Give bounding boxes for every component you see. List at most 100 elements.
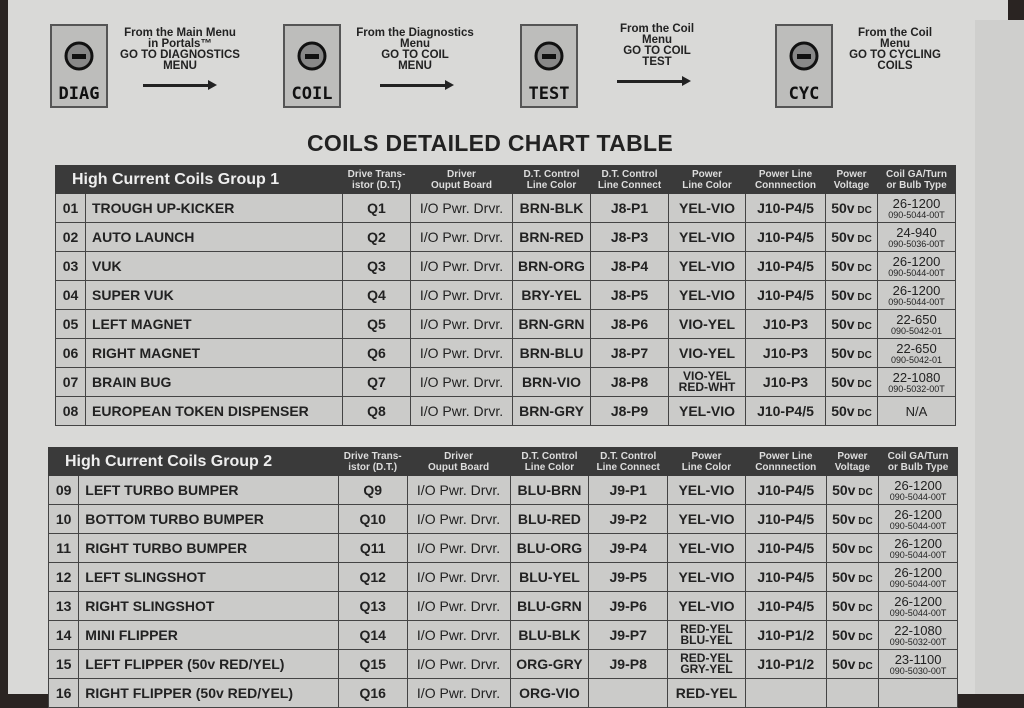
power-line-connection: J10-P4/5	[745, 193, 826, 223]
dt-control-color: ORG-VIO	[509, 678, 590, 708]
column-header: Power Line Connnection	[744, 447, 827, 476]
dt-control-connect: J8-P9	[590, 396, 669, 426]
power-voltage: 50v DC	[825, 280, 878, 310]
coil-name: LEFT MAGNET	[85, 309, 343, 339]
driver-board: I/O Pwr. Drvr.	[406, 678, 511, 708]
dt-control-color: BRN-GRN	[512, 309, 591, 339]
table-row: 07 BRAIN BUG Q7 I/O Pwr. Drvr. BRN-VIO J8-P8 V…	[55, 367, 956, 397]
power-line-connection: J10-P1/2	[744, 620, 827, 650]
coil-number: 09	[47, 475, 80, 505]
power-line-connection: J10-P4/5	[745, 251, 826, 281]
coil-number: 12	[47, 562, 80, 592]
column-header: Power Voltage	[825, 447, 880, 476]
dt-control-color: BLU-RED	[509, 504, 590, 534]
column-header: Power Line Color	[668, 165, 746, 194]
power-line-color: RED-YEL BLU-YEL	[667, 620, 746, 650]
coil-name: RIGHT SLINGSHOT	[78, 591, 339, 621]
column-header: Coil GA/Turn or Bulb Type	[877, 165, 956, 194]
coil-type: 26-1200 090-5044-00T	[877, 280, 956, 310]
power-line-connection: J10-P4/5	[744, 533, 827, 563]
dt-control-connect: J8-P1	[590, 193, 669, 223]
power-voltage: 50v DC	[825, 649, 880, 679]
table-header: High Current Coils Group 1 Drive Trans-is…	[55, 165, 956, 194]
table-row: 10 BOTTOM TURBO BUMPER Q10 I/O Pwr. Drvr. BL…	[47, 504, 958, 534]
coil-icon: COIL	[283, 24, 341, 108]
table-row: 13 RIGHT SLINGSHOT Q13 I/O Pwr. Drvr. BLU-GR…	[47, 591, 958, 621]
power-line-connection	[744, 678, 827, 708]
column-header: D.T. Control Line Connect	[590, 165, 669, 194]
column-header: D.T. Control Line Connect	[588, 447, 669, 476]
power-line-color: YEL-VIO	[667, 591, 746, 621]
power-line-connection: J10-P4/5	[744, 475, 827, 505]
group-title: High Current Coils Group 1	[55, 165, 343, 194]
column-header: Drive Trans-istor (D.T.)	[342, 165, 411, 194]
step-instruction: From the Coil Menu GO TO COIL TEST	[619, 23, 695, 68]
dt-control-connect: J9-P6	[588, 591, 669, 621]
step-icon-label: COIL	[291, 84, 333, 104]
dt-control-connect: J8-P5	[590, 280, 669, 310]
drive-transistor: Q2	[342, 222, 411, 252]
step-icon-label: TEST	[528, 84, 570, 104]
table-row: 06 RIGHT MAGNET Q6 I/O Pwr. Drvr. BRN-BLU J8-…	[55, 338, 956, 368]
coil-name: LEFT SLINGSHOT	[78, 562, 339, 592]
coil-name: BRAIN BUG	[85, 367, 343, 397]
drive-transistor: Q13	[337, 591, 408, 621]
driver-board: I/O Pwr. Drvr.	[410, 222, 513, 252]
coils-table-group-2: High Current Coils Group 2 Drive Trans-is…	[47, 447, 958, 708]
coil-type: 26-1200 090-5044-00T	[878, 533, 958, 563]
drive-transistor: Q5	[342, 309, 411, 339]
coil-name: EUROPEAN TOKEN DISPENSER	[85, 396, 343, 426]
coil-name: VUK	[85, 251, 343, 281]
driver-board: I/O Pwr. Drvr.	[406, 533, 511, 563]
driver-board: I/O Pwr. Drvr.	[406, 591, 511, 621]
coil-name: RIGHT FLIPPER (50v RED/YEL)	[78, 678, 339, 708]
drive-transistor: Q14	[337, 620, 408, 650]
page-title: COILS DETAILED CHART TABLE	[307, 130, 673, 156]
dt-control-color: BLU-GRN	[509, 591, 590, 621]
power-voltage: 50v DC	[825, 222, 878, 252]
coils-table-group-1: High Current Coils Group 1 Drive Trans-is…	[55, 165, 956, 426]
coil-type: 23-1100 090-5030-00T	[878, 649, 958, 679]
coil-number: 01	[55, 193, 86, 223]
column-header: Power Line Color	[667, 447, 746, 476]
power-line-color: YEL-VIO	[667, 533, 746, 563]
drive-transistor: Q12	[337, 562, 408, 592]
table-row: 08 EUROPEAN TOKEN DISPENSER Q8 I/O Pwr. Drv…	[55, 396, 956, 426]
coil-number: 03	[55, 251, 86, 281]
power-line-connection: J10-P3	[745, 309, 826, 339]
dt-control-connect: J8-P3	[590, 222, 669, 252]
driver-board: I/O Pwr. Drvr.	[410, 396, 513, 426]
coil-type: 26-1200 090-5044-00T	[877, 193, 956, 223]
driver-board: I/O Pwr. Drvr.	[406, 475, 511, 505]
coil-type: 24-940 090-5036-00T	[877, 222, 956, 252]
coil-number: 04	[55, 280, 86, 310]
power-line-color: RED-YEL	[667, 678, 746, 708]
coil-name: RIGHT TURBO BUMPER	[78, 533, 339, 563]
power-line-color: YEL-VIO	[667, 475, 746, 505]
coil-number: 14	[47, 620, 80, 650]
step-instruction: From the Diagnostics Menu GO TO COIL MENU	[356, 27, 474, 72]
table-row: 15 LEFT FLIPPER (50v RED/YEL) Q15 I/O Pwr. …	[47, 649, 958, 679]
power-line-connection: J10-P4/5	[744, 504, 827, 534]
power-line-color: RED-YEL GRY-YEL	[667, 649, 746, 679]
column-header: D.T. Control Line Color	[509, 447, 590, 476]
dt-control-color: BRN-BLU	[512, 338, 591, 368]
dt-control-color: BRN-ORG	[512, 251, 591, 281]
driver-board: I/O Pwr. Drvr.	[410, 309, 513, 339]
coil-number: 05	[55, 309, 86, 339]
arrow-right-icon	[143, 80, 217, 90]
table-row: 12 LEFT SLINGSHOT Q12 I/O Pwr. Drvr. BLU-YEL…	[47, 562, 958, 592]
dt-control-connect: J8-P4	[590, 251, 669, 281]
drive-transistor: Q9	[337, 475, 408, 505]
coil-number: 13	[47, 591, 80, 621]
table-row: 02 AUTO LAUNCH Q2 I/O Pwr. Drvr. BRN-RED J8-P…	[55, 222, 956, 252]
driver-board: I/O Pwr. Drvr.	[410, 193, 513, 223]
power-line-color: YEL-VIO	[668, 396, 746, 426]
dt-control-color: BRN-RED	[512, 222, 591, 252]
coil-type: 26-1200 090-5044-00T	[878, 475, 958, 505]
driver-board: I/O Pwr. Drvr.	[406, 649, 511, 679]
table-row: 05 LEFT MAGNET Q5 I/O Pwr. Drvr. BRN-GRN J8-P…	[55, 309, 956, 339]
column-header: Coil GA/Turn or Bulb Type	[878, 447, 958, 476]
coil-number: 10	[47, 504, 80, 534]
coil-name: RIGHT MAGNET	[85, 338, 343, 368]
